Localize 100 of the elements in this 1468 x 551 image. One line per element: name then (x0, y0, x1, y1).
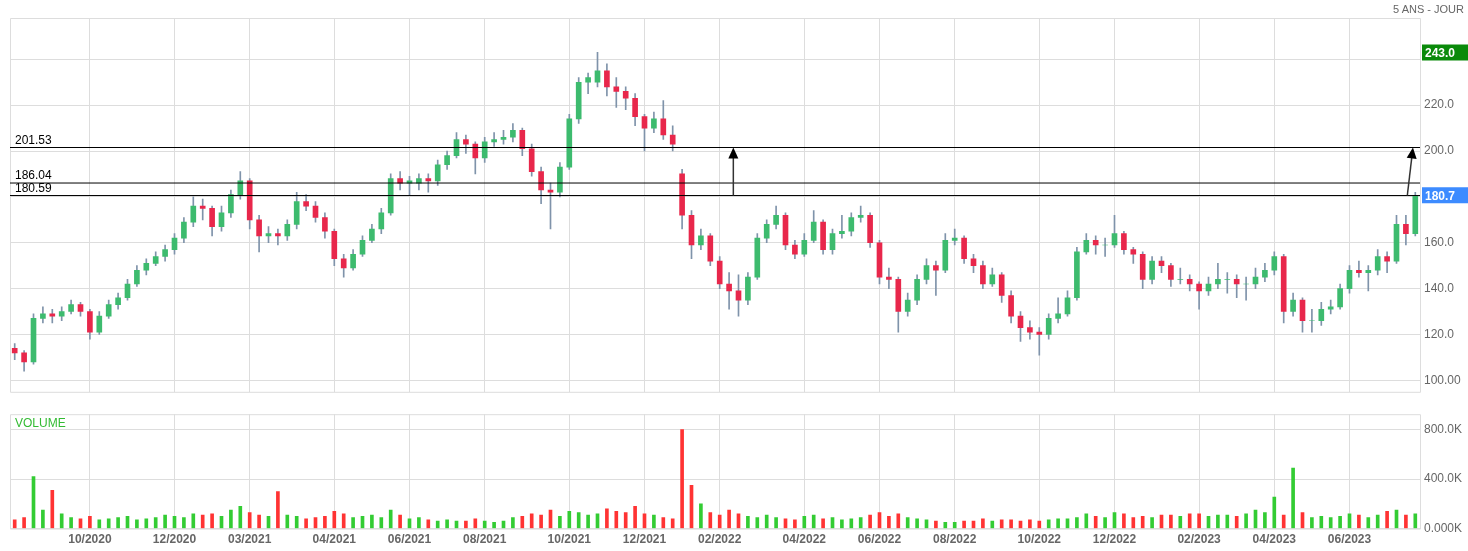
bar (1093, 515, 1098, 529)
bar (764, 514, 769, 529)
candlestick (275, 228, 281, 246)
text: 243.0 (1425, 45, 1456, 60)
x-tick-label: 04/2021 (312, 532, 357, 547)
bar (539, 514, 543, 529)
bar (88, 515, 92, 529)
x-tick-label: 10/2021 (547, 532, 592, 547)
x-tick-label: 12/2021 (622, 532, 667, 547)
bar (1281, 514, 1286, 529)
bar (1366, 517, 1371, 529)
bar (962, 520, 966, 529)
y-tick-label: 800.0K (1424, 421, 1463, 436)
bar (285, 514, 290, 529)
candlestick (726, 272, 732, 310)
bar (952, 522, 957, 529)
bar (435, 520, 440, 529)
bar (398, 514, 402, 529)
bar (1197, 513, 1201, 529)
bar (623, 512, 628, 529)
candlestick (857, 205, 864, 223)
x-tick-label: 08/2022 (933, 532, 977, 547)
bar (191, 513, 196, 529)
candlestick (1177, 267, 1184, 285)
candlestick (1215, 263, 1221, 289)
bar (464, 520, 468, 529)
bar (426, 519, 431, 529)
bar (1338, 515, 1342, 529)
bar (755, 517, 760, 529)
bar (1375, 514, 1380, 529)
ref-line-label: 201.53 (15, 132, 53, 147)
bar (492, 522, 496, 529)
bar (558, 515, 562, 529)
bar (811, 514, 816, 529)
bar (1169, 514, 1173, 529)
bar (116, 517, 120, 529)
candlestick (951, 228, 958, 246)
bar (605, 508, 609, 529)
bar (1272, 496, 1277, 529)
ref-line-label: 186.04 (15, 168, 53, 183)
candlestick (199, 198, 206, 221)
bar (680, 429, 684, 529)
bar (445, 519, 449, 529)
bar (934, 520, 938, 529)
candlestick (1384, 251, 1390, 273)
candlestick (1365, 265, 1372, 292)
bar (633, 506, 637, 529)
bar (511, 517, 515, 529)
bar (652, 514, 656, 529)
bar (304, 518, 308, 529)
x-tick-label: 04/2022 (782, 532, 827, 547)
bar (821, 518, 825, 529)
x-tick-label: 04/2023 (1252, 532, 1297, 547)
bar (520, 515, 525, 529)
candlestick (1036, 327, 1043, 356)
x-tick-label: 06/2023 (1327, 532, 1372, 547)
bar (50, 489, 55, 529)
bar (1216, 514, 1220, 529)
candlestick (613, 77, 620, 108)
bar (774, 517, 778, 529)
y-tick-label: 400.0K (1424, 471, 1463, 486)
bar (1385, 510, 1389, 529)
x-tick-label: 10/2020 (68, 532, 112, 547)
y-tick-label: 140.0 (1424, 280, 1455, 295)
bar (1413, 513, 1418, 529)
bar (182, 517, 186, 529)
bar (341, 513, 346, 529)
y-tick-label: 220.0 (1424, 97, 1455, 112)
candlestick (1309, 308, 1315, 333)
bar (1178, 515, 1183, 529)
bar (793, 519, 797, 529)
bar (1244, 513, 1248, 529)
bar (981, 518, 985, 529)
candlestick (1224, 272, 1231, 294)
bar (153, 517, 158, 529)
candlestick (933, 260, 939, 296)
bar (1404, 514, 1408, 529)
bar (1310, 517, 1314, 529)
bar (915, 518, 919, 529)
x-tick-label: 02/2023 (1177, 532, 1222, 547)
bar (905, 517, 910, 529)
x-tick-label: 06/2021 (387, 532, 432, 547)
bar (1187, 513, 1192, 529)
bar (746, 515, 750, 529)
chart-subtitle: 5 ANS - JOUR (1393, 2, 1465, 15)
y-tick-label: 200.0 (1424, 143, 1455, 158)
bar (708, 512, 713, 529)
bar (144, 518, 149, 529)
candlestick (1356, 260, 1362, 278)
bar (229, 509, 233, 529)
bar (1084, 513, 1089, 529)
bar (1075, 517, 1079, 529)
bar (990, 520, 995, 529)
candlestick (491, 132, 497, 147)
x-tick-label: 08/2021 (463, 532, 507, 547)
bar (417, 517, 421, 529)
bar (97, 519, 102, 529)
bar (887, 515, 891, 529)
bar (1263, 512, 1267, 529)
bar (210, 513, 214, 529)
